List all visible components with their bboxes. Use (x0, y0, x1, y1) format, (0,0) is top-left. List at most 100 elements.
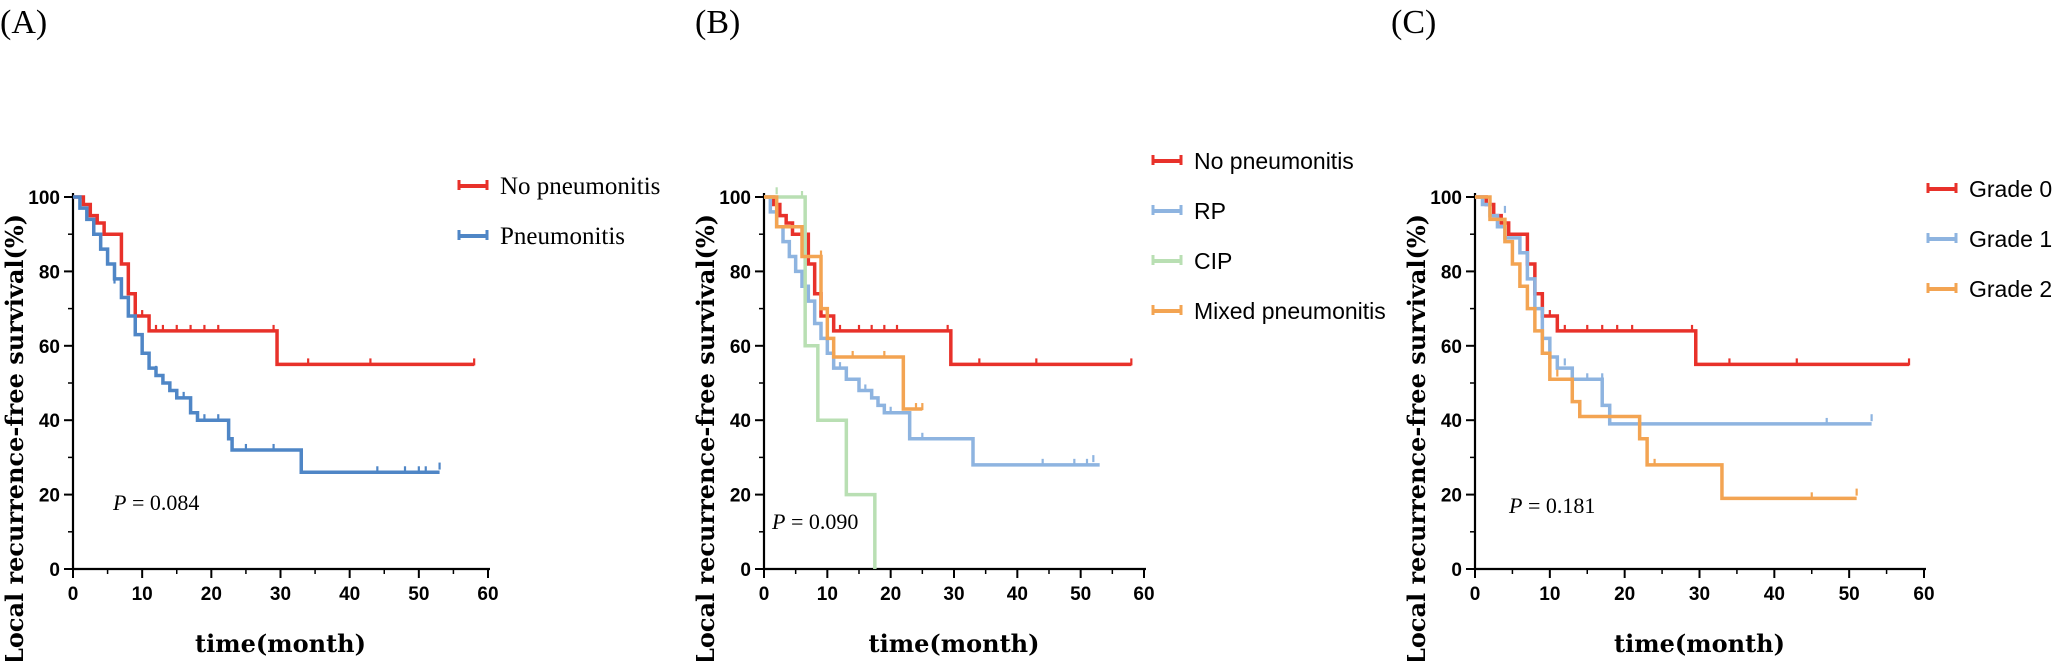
series-grade-2 (1475, 195, 1858, 501)
x-tick-label: 50 (408, 584, 429, 605)
legend-label: No pneumonitis (1194, 148, 1354, 174)
legend-item: No pneumonitis (1151, 148, 1354, 174)
survival-curve (764, 195, 877, 569)
legend-item: Mixed pneumonitis (1151, 298, 1386, 324)
survival-curve (1475, 195, 1910, 367)
x-tick-label: 20 (1614, 584, 1635, 605)
y-tick-label: 40 (1441, 411, 1462, 432)
legend-label: CIP (1194, 248, 1232, 274)
panel-a: (A) 0 10 20 30 40 50 60 0 20 40 60 80 100 time(month)… (0, 4, 660, 661)
x-tick-label: 60 (1913, 584, 1934, 605)
p-value: = 0.090 (785, 509, 858, 534)
x-tick-label: 60 (477, 584, 498, 605)
legend-label: Grade 0 (1969, 176, 2052, 202)
series-mixed-pneumonitis (764, 195, 924, 411)
y-tick-label: 0 (1451, 560, 1462, 581)
p-value-annotation: P = 0.090 (771, 509, 858, 534)
legend-label: Mixed pneumonitis (1194, 298, 1386, 324)
axes: 0 10 20 30 40 50 60 0 20 40 60 80 100 time(month) Loca… (1402, 188, 1935, 661)
panel-label: (B) (695, 4, 740, 41)
x-axis-title: time(month) (195, 629, 366, 658)
legend-item: Pneumonitis (457, 223, 625, 250)
p-value: = 0.181 (1522, 493, 1595, 518)
y-tick-label: 60 (39, 337, 60, 358)
axes: 0 10 20 30 40 50 60 0 20 40 60 80 100 time(month) Loca… (0, 188, 499, 661)
y-tick-label: 80 (39, 262, 60, 283)
p-value: = 0.084 (126, 490, 199, 515)
legend-item: CIP (1151, 248, 1232, 274)
y-tick-label: 0 (740, 560, 751, 581)
x-tick-label: 0 (68, 584, 79, 605)
series-grade-0 (1475, 195, 1911, 367)
y-axis-title: Local recurrence-free survival(%) (1402, 214, 1431, 661)
x-tick-label: 10 (132, 584, 153, 605)
x-tick-label: 30 (270, 584, 291, 605)
x-tick-label: 50 (1839, 584, 1860, 605)
x-tick-label: 30 (1689, 584, 1710, 605)
survival-curve (73, 195, 440, 475)
y-tick-label: 20 (39, 486, 60, 507)
series-no-pneumonitis (73, 195, 476, 367)
y-tick-label: 60 (1441, 337, 1462, 358)
x-tick-label: 10 (1539, 584, 1560, 605)
panel-c: (C) 0 10 20 30 40 50 60 0 20 40 60 80 100 time(month)… (1391, 4, 2052, 661)
x-tick-label: 0 (759, 584, 770, 605)
axes: 0 10 20 30 40 50 60 0 20 40 60 80 100 time(month) Loca… (691, 188, 1155, 661)
y-tick-label: 60 (730, 337, 751, 358)
x-axis-title: time(month) (1614, 629, 1785, 658)
legend-label: Grade 1 (1969, 226, 2052, 252)
legend-label: No pneumonitis (500, 173, 660, 200)
survival-curve (73, 195, 475, 367)
y-tick-label: 80 (1441, 262, 1462, 283)
x-tick-label: 30 (943, 584, 964, 605)
x-tick-label: 20 (880, 584, 901, 605)
y-tick-label: 40 (39, 411, 60, 432)
y-tick-label: 40 (730, 411, 751, 432)
legend-item: RP (1151, 198, 1226, 224)
panel-b: (B) 0 10 20 30 40 50 60 0 20 40 60 80 100 time(month)… (691, 4, 1386, 661)
series-no-pneumonitis (764, 195, 1133, 367)
p-symbol: P (771, 509, 785, 534)
y-tick-label: 100 (1430, 188, 1462, 209)
y-tick-label: 100 (28, 188, 60, 209)
y-tick-label: 20 (1441, 486, 1462, 507)
p-value-annotation: P = 0.181 (1508, 493, 1595, 518)
series-pneumonitis (73, 195, 441, 475)
x-axis-title: time(month) (869, 629, 1040, 658)
x-tick-label: 40 (1764, 584, 1785, 605)
series-cip (764, 187, 877, 569)
x-tick-label: 40 (339, 584, 360, 605)
y-tick-label: 80 (730, 262, 751, 283)
p-value-annotation: P = 0.084 (112, 490, 199, 515)
survival-curve (764, 195, 1132, 367)
panel-label: (A) (0, 4, 47, 41)
legend: Grade 0 Grade 1 Grade 2 (1926, 176, 2052, 302)
legend-label: RP (1194, 198, 1226, 224)
panel-label: (C) (1391, 4, 1436, 41)
x-tick-label: 20 (201, 584, 222, 605)
legend-label: Pneumonitis (500, 223, 625, 250)
y-axis-title: Local recurrence-free survival(%) (0, 214, 29, 661)
survival-curve (1475, 195, 1857, 501)
p-symbol: P (1508, 493, 1522, 518)
legend-item: Grade 2 (1926, 276, 2052, 302)
p-symbol: P (112, 490, 126, 515)
x-tick-label: 50 (1070, 584, 1091, 605)
y-tick-label: 0 (49, 560, 60, 581)
survival-curve (764, 195, 923, 411)
y-tick-label: 100 (719, 188, 751, 209)
x-tick-label: 60 (1133, 584, 1154, 605)
legend-label: Grade 2 (1969, 276, 2052, 302)
legend-item: Grade 0 (1926, 176, 2052, 202)
x-tick-label: 40 (1007, 584, 1028, 605)
series-grade-1 (1475, 195, 1873, 426)
legend-item: Grade 1 (1926, 226, 2052, 252)
x-tick-label: 10 (817, 584, 838, 605)
x-tick-label: 0 (1470, 584, 1481, 605)
legend: No pneumonitis RP CIP Mixed pneumonitis (1151, 148, 1386, 324)
y-tick-label: 20 (730, 486, 751, 507)
legend: No pneumonitis Pneumonitis (457, 173, 660, 250)
legend-item: No pneumonitis (457, 173, 660, 200)
y-axis-title: Local recurrence-free survival(%) (691, 214, 720, 661)
